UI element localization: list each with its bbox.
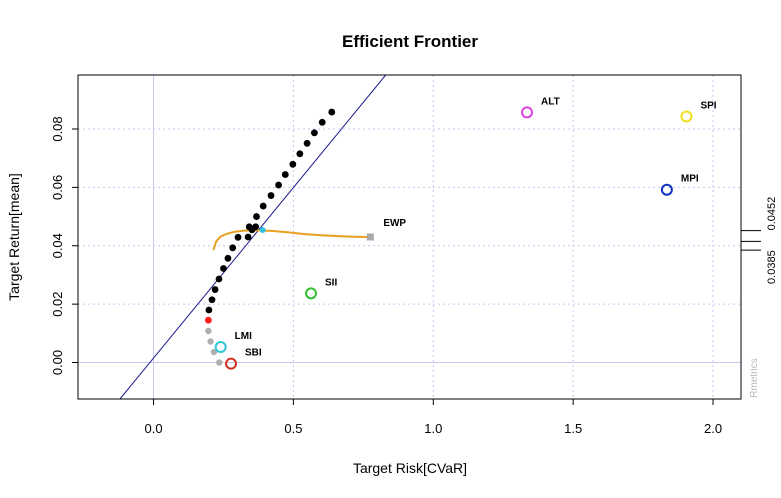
asset-label-alt: ALT [541,96,560,107]
y-tick-label: 0.00 [50,350,65,375]
efficient-frontier-point [211,286,219,293]
inefficient-frontier-point [210,348,218,356]
efficient-frontier-point [253,213,260,220]
chart-title: Efficient Frontier [342,32,478,51]
x-axis: 0.0 0.5 1.0 1.5 2.0 [144,399,722,436]
efficient-frontier-point [267,192,275,199]
x-tick-label: 0.5 [284,421,302,436]
x-tick-label: 1.0 [424,421,442,436]
inefficient-frontier-point [216,359,223,366]
asset-points: ALT SPI MPI SII LMI SBI [214,96,717,370]
asset-point-sii [305,287,318,300]
efficient-frontier-point [296,150,304,158]
right-tick-label: 0.0385 [766,250,778,284]
asset-label-sii: SII [325,277,337,288]
efficient-frontier-point [208,296,216,304]
x-axis-label: Target Risk[CVaR] [353,460,467,476]
x-tick-label: 1.5 [564,421,582,436]
y-tick-label: 0.02 [50,291,65,316]
asset-point-alt [520,106,533,119]
y-tick-label: 0.06 [50,175,65,200]
efficient-frontier-point [303,139,311,147]
asset-label-sbi: SBI [245,348,262,359]
tangency-point [259,226,266,233]
grid-lines [78,75,741,399]
efficient-frontier-point [205,306,213,314]
inefficient-frontier-point [205,327,212,335]
y-axis: 0.00 0.02 0.04 0.06 0.08 [50,116,78,375]
y-axis-label: Target Return[mean] [6,173,22,301]
efficient-frontier-point [234,233,242,241]
right-axis: 0.0385 0.0452 [741,197,778,284]
tangency-line [119,75,387,399]
credit-label: Rmetrics [749,358,760,397]
efficient-frontier-point [259,202,267,210]
efficient-frontier-point [310,129,318,137]
asset-label-lmi: LMI [235,331,252,342]
y-tick-label: 0.04 [50,233,65,258]
ewp-label: EWP [383,218,406,229]
efficient-frontier-point [244,233,252,241]
efficient-frontier-point [328,108,336,116]
efficient-frontier-point [215,275,223,283]
efficient-frontier-point [220,265,227,272]
efficient-frontier-point [252,223,260,231]
data-points [204,108,336,366]
curves: EWP [119,75,406,399]
asset-label-mpi: MPI [681,174,699,185]
efficient-frontier-point [224,254,232,262]
x-tick-label: 0.0 [144,421,162,436]
y-tick-label: 0.08 [50,116,65,141]
right-tick-label: 0.0452 [766,197,778,231]
minimum-risk-point [204,316,212,324]
efficient-frontier-point [289,160,297,168]
asset-point-mpi [660,183,673,196]
inefficient-frontier-point [207,338,214,345]
asset-point-lmi [214,341,227,354]
x-tick-label: 2.0 [704,421,722,436]
efficient-frontier-point [229,244,237,252]
efficient-frontier-point [281,171,289,178]
plot-area-frame [77,74,742,400]
ewp-marker [366,233,374,241]
asset-point-spi [680,110,693,123]
asset-label-spi: SPI [700,100,716,111]
efficient-frontier-point [275,181,282,189]
efficient-frontier-point [318,118,326,126]
asset-point-sbi [225,357,238,370]
